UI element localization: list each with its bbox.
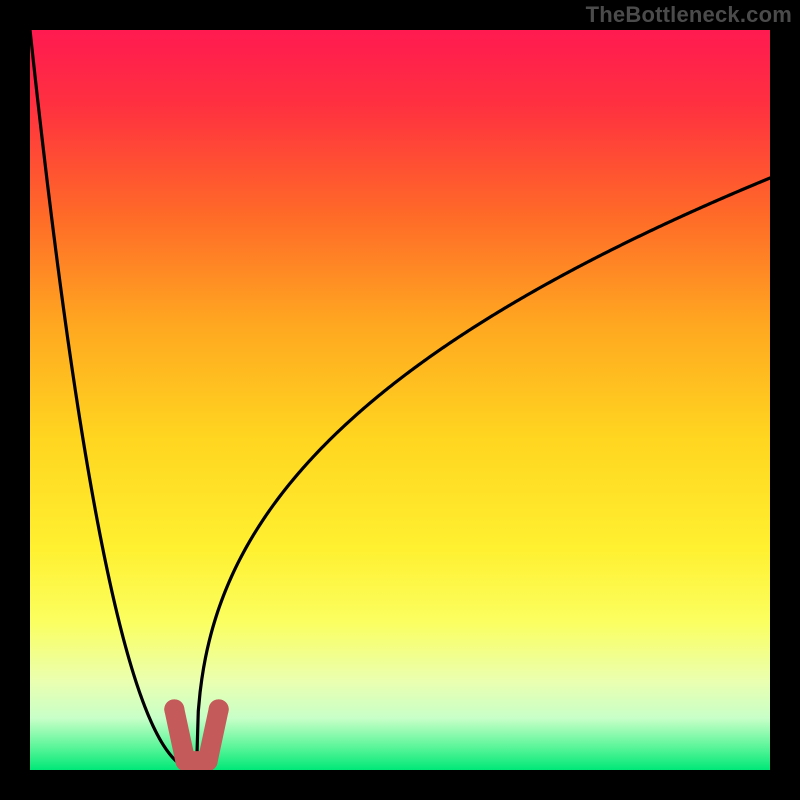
watermark-text: TheBottleneck.com bbox=[586, 2, 792, 28]
chart-frame: TheBottleneck.com bbox=[0, 0, 800, 800]
bottleneck-chart bbox=[30, 30, 770, 770]
trough-dot bbox=[209, 699, 229, 719]
gradient-background bbox=[30, 30, 770, 770]
trough-dot bbox=[164, 699, 184, 719]
chart-svg bbox=[30, 30, 770, 770]
